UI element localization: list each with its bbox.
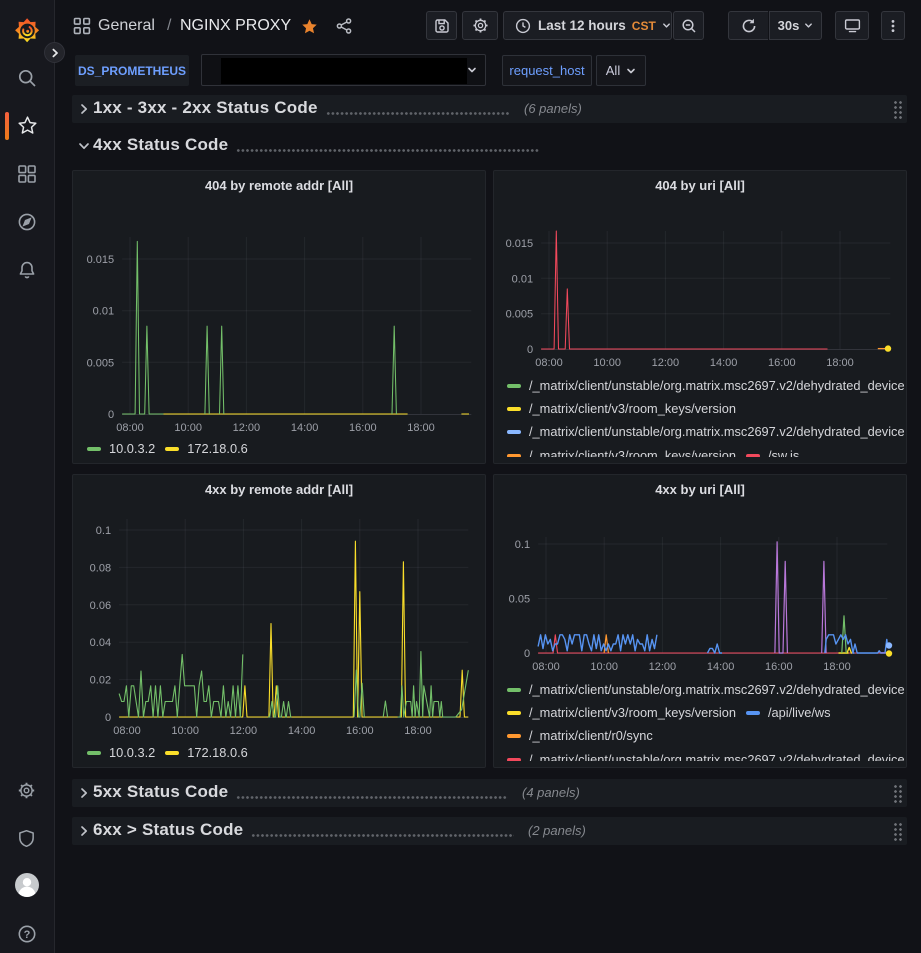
svg-text:0: 0 bbox=[524, 648, 530, 660]
svg-text:0: 0 bbox=[108, 409, 114, 421]
svg-text:0.01: 0.01 bbox=[512, 273, 533, 285]
svg-text:0.1: 0.1 bbox=[96, 525, 111, 537]
svg-text:0.08: 0.08 bbox=[90, 562, 111, 574]
svg-text:08:00: 08:00 bbox=[532, 661, 560, 673]
svg-text:08:00: 08:00 bbox=[116, 422, 144, 434]
svg-text:16:00: 16:00 bbox=[765, 661, 793, 673]
svg-text:0.015: 0.015 bbox=[87, 254, 115, 266]
svg-text:14:00: 14:00 bbox=[707, 661, 735, 673]
svg-text:0: 0 bbox=[105, 712, 111, 724]
svg-text:18:00: 18:00 bbox=[826, 357, 854, 369]
svg-text:0.04: 0.04 bbox=[90, 637, 111, 649]
svg-text:0.01: 0.01 bbox=[93, 306, 114, 318]
svg-text:0.1: 0.1 bbox=[515, 539, 530, 551]
svg-text:10:00: 10:00 bbox=[174, 422, 202, 434]
svg-text:0.02: 0.02 bbox=[90, 675, 111, 687]
svg-text:0.005: 0.005 bbox=[506, 309, 534, 321]
svg-text:18:00: 18:00 bbox=[404, 725, 432, 737]
svg-text:0: 0 bbox=[527, 344, 533, 356]
svg-text:10:00: 10:00 bbox=[593, 357, 621, 369]
svg-text:12:00: 12:00 bbox=[230, 725, 258, 737]
svg-text:16:00: 16:00 bbox=[349, 422, 377, 434]
svg-text:16:00: 16:00 bbox=[346, 725, 374, 737]
svg-text:10:00: 10:00 bbox=[590, 661, 618, 673]
svg-text:0.005: 0.005 bbox=[87, 357, 115, 369]
svg-text:16:00: 16:00 bbox=[768, 357, 796, 369]
svg-text:0.015: 0.015 bbox=[506, 238, 534, 250]
svg-text:14:00: 14:00 bbox=[288, 725, 316, 737]
svg-text:0.05: 0.05 bbox=[509, 594, 530, 606]
svg-text:14:00: 14:00 bbox=[710, 357, 738, 369]
svg-text:12:00: 12:00 bbox=[233, 422, 261, 434]
svg-text:08:00: 08:00 bbox=[535, 357, 563, 369]
svg-text:08:00: 08:00 bbox=[113, 725, 141, 737]
svg-text:?: ? bbox=[24, 929, 31, 941]
svg-text:18:00: 18:00 bbox=[407, 422, 435, 434]
svg-text:10:00: 10:00 bbox=[171, 725, 199, 737]
svg-text:12:00: 12:00 bbox=[649, 661, 677, 673]
svg-text:12:00: 12:00 bbox=[652, 357, 680, 369]
svg-text:0.06: 0.06 bbox=[90, 600, 111, 612]
svg-text:18:00: 18:00 bbox=[823, 661, 851, 673]
svg-text:14:00: 14:00 bbox=[291, 422, 319, 434]
